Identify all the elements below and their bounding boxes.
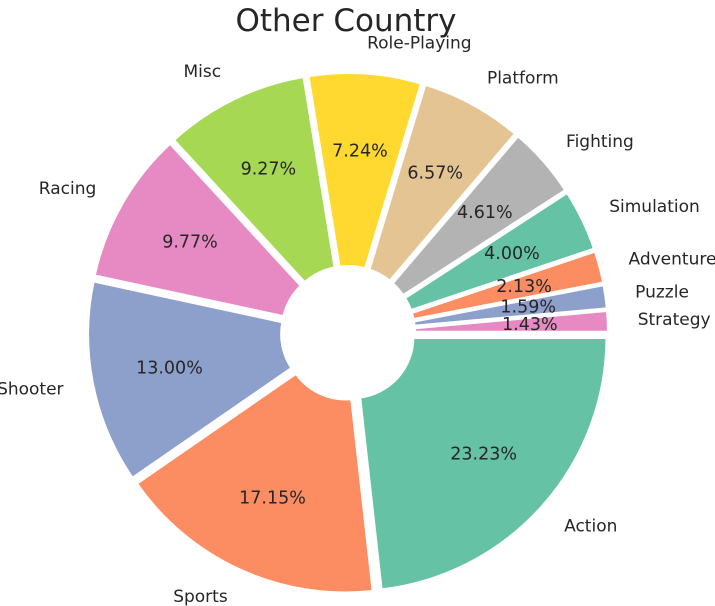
category-label-platform: Platform bbox=[487, 68, 559, 88]
category-label-racing: Racing bbox=[39, 179, 97, 199]
percent-label-adventure: 2.13% bbox=[496, 277, 552, 297]
category-label-simulation: Simulation bbox=[609, 197, 700, 217]
percent-label-action: 23.23% bbox=[450, 444, 517, 464]
pie-slice-role-playing bbox=[305, 70, 425, 273]
chart-title: Other Country bbox=[235, 3, 456, 39]
pie-wedges bbox=[85, 70, 611, 596]
percent-label-role-playing: 7.24% bbox=[332, 141, 388, 161]
pie-slice-shooter bbox=[85, 277, 296, 482]
percent-label-puzzle: 1.59% bbox=[500, 298, 556, 318]
percent-label-racing: 9.77% bbox=[162, 233, 218, 253]
category-label-misc: Misc bbox=[183, 62, 221, 82]
pie-labels: Action 23.23% Sports 17.15% Shooter 13.00% Rac… bbox=[0, 34, 715, 606]
category-label-shooter: Shooter bbox=[0, 379, 64, 399]
percent-label-misc: 9.27% bbox=[241, 159, 297, 179]
percent-label-fighting: 4.61% bbox=[457, 203, 513, 223]
percent-label-strategy: 1.43% bbox=[502, 315, 558, 335]
category-label-sports: Sports bbox=[173, 587, 228, 606]
percent-label-shooter: 13.00% bbox=[136, 358, 203, 378]
percent-label-simulation: 4.00% bbox=[484, 244, 540, 264]
percent-label-sports: 17.15% bbox=[239, 489, 306, 509]
percent-label-platform: 6.57% bbox=[407, 163, 463, 183]
pie-slice-strategy bbox=[411, 307, 611, 335]
category-label-strategy: Strategy bbox=[638, 310, 711, 330]
pie-slice-misc bbox=[169, 73, 339, 287]
category-label-role-playing: Role-Playing bbox=[367, 34, 472, 54]
category-label-adventure: Adventure bbox=[628, 249, 715, 269]
pie-slice-platform bbox=[365, 81, 520, 285]
pie-slice-action bbox=[356, 335, 610, 593]
pie-slice-sports bbox=[132, 369, 376, 596]
category-label-fighting: Fighting bbox=[566, 132, 634, 152]
pie-slice-racing bbox=[91, 139, 305, 320]
category-label-puzzle: Puzzle bbox=[635, 283, 689, 303]
category-label-action: Action bbox=[564, 516, 617, 536]
